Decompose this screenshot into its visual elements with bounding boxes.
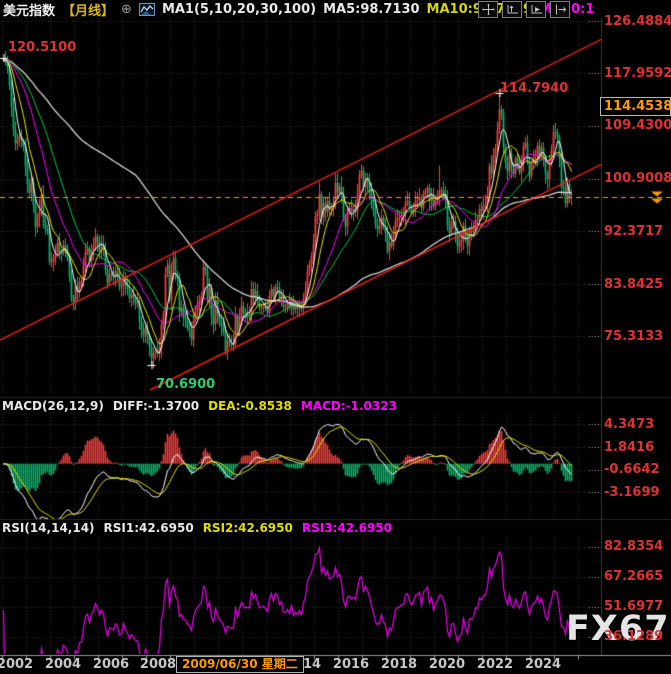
price-axis-label: 126.4884 [604, 14, 671, 29]
macd-dea-value: DEA:-0.8538 [208, 399, 292, 413]
axis-scale-right-button[interactable] [526, 1, 546, 18]
zoom-toggle-icon[interactable]: ⊕ [121, 1, 132, 17]
start-high-label: 120.5100 [8, 40, 77, 55]
macd-axis-label: 1.8416 [604, 440, 655, 455]
year-label: 2016 [332, 657, 370, 672]
crosshair-date-box: 2009/06/30 星期二 [176, 656, 304, 673]
rsi-axis-label: 67.2665 [604, 569, 664, 584]
rsi1-value: RSI1:42.6950 [103, 521, 194, 535]
year-label: 2004 [44, 657, 82, 672]
symbol-name: 美元指数 [3, 3, 56, 19]
macd-hist-value: MACD:-1.0323 [300, 399, 397, 413]
year-label: 2006 [92, 657, 130, 672]
pan-button[interactable] [478, 1, 498, 18]
chart-type-icon[interactable] [138, 2, 155, 16]
ma5-value: MA5:98.7130 [323, 1, 420, 17]
high-2022-label: 114.7940 [500, 81, 569, 96]
rsi-title: RSI(14,14,14) [2, 521, 95, 535]
ma-params-label: MA1(5,10,20,30,100) [161, 1, 317, 17]
axis-scale-up-button[interactable] [502, 1, 522, 18]
low-2008-label: 70.6900 [156, 377, 216, 392]
macd-axis-label: 4.3473 [604, 417, 655, 432]
macd-header: MACD(26,12,9) DIFF:-1.3700 DEA:-0.8538 M… [2, 399, 397, 413]
crosshair-price-box: 114.4538 [600, 97, 671, 116]
price-axis-label: 92.3717 [604, 224, 664, 239]
rsi-axis-label: 36.1289 [604, 629, 664, 644]
macd-diff-value: DIFF:-1.3700 [112, 399, 200, 413]
year-label: 2002 [0, 657, 34, 672]
macd-axis-label: -0.6642 [604, 462, 660, 477]
macd-title: MACD(26,12,9) [2, 399, 104, 413]
rsi-axis-label: 82.8354 [604, 539, 664, 554]
rsi-header: RSI(14,14,14) RSI1:42.6950 RSI2:42.6950 … [2, 521, 392, 535]
chart-header: 美元指数 【月线】 ⊕ MA1(5,10,20,30,100) MA5:98.7… [0, 0, 671, 19]
year-label: 2018 [380, 657, 418, 672]
price-axis-label: 109.4300 [604, 118, 671, 133]
year-label: 2024 [524, 657, 562, 672]
price-axis-label: 83.8425 [604, 277, 664, 292]
period-label[interactable]: 【月线】 [62, 3, 115, 19]
year-label: 2022 [476, 657, 514, 672]
year-label: 2008 [139, 657, 177, 672]
chart-toolbar [478, 1, 570, 18]
rsi3-value: RSI3:42.6950 [301, 521, 392, 535]
year-label: 2020 [428, 657, 466, 672]
fx678-watermark: FX678 [566, 609, 671, 649]
rsi2-value: RSI2:42.6950 [202, 521, 293, 535]
price-axis-label: 100.9008 [604, 171, 671, 186]
price-axis-label: 75.3133 [604, 329, 664, 344]
rsi-axis-label: 51.6977 [604, 599, 664, 614]
price-axis-label: 117.9592 [604, 66, 671, 81]
collapse-panel-right-button[interactable] [550, 1, 570, 18]
macd-axis-label: -3.1699 [604, 485, 660, 500]
